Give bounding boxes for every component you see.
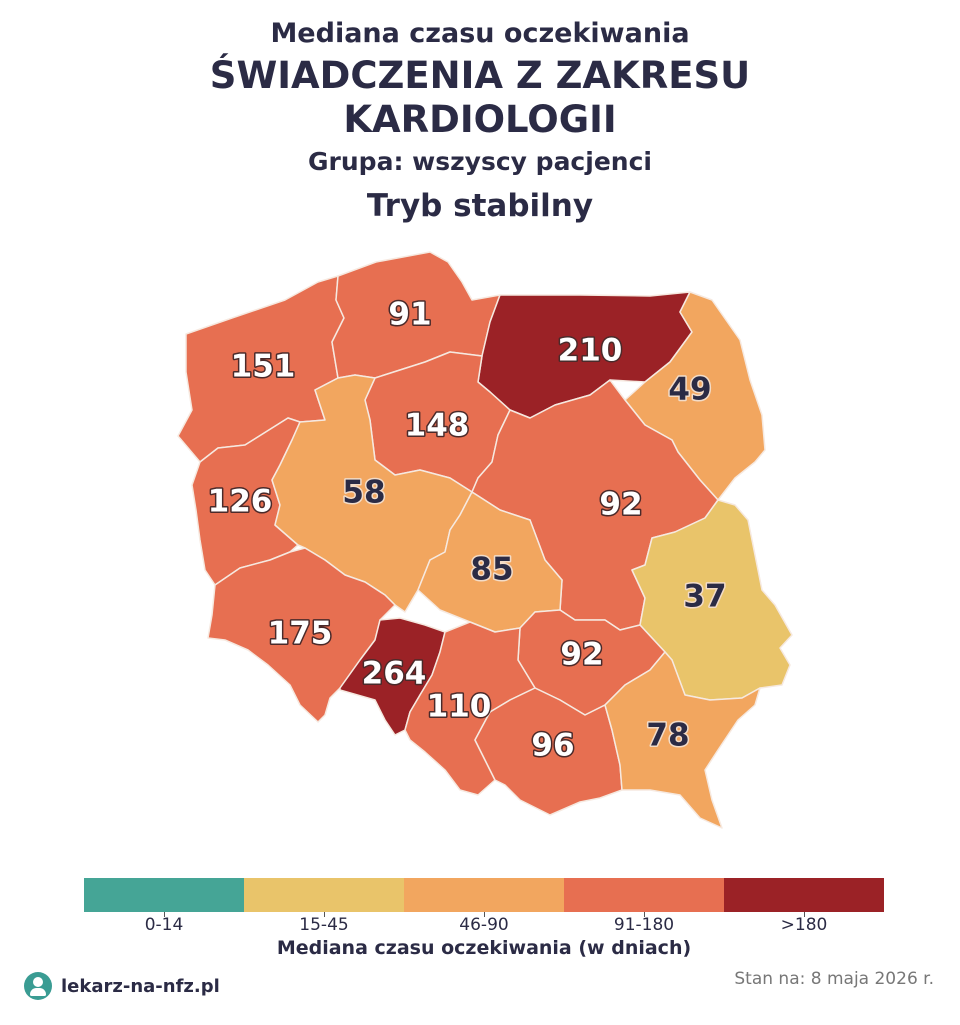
region-malopolskie [474,687,623,816]
legend-swatch-15-45 [244,878,404,917]
legend-labels: 0-14 15-45 46-90 91-180 >180 [84,915,884,935]
region-label-opolskie: 264 [362,656,427,692]
legend-label-gt-180: >180 [780,915,828,935]
region-label-wielkopolskie: 58 [342,475,385,511]
chart-title-line1: Mediana czasu oczekiwania [270,18,690,49]
region-label-swietokrzyskie: 92 [560,637,603,673]
group-subtitle: Grupa: wszyscy pacjenci [308,147,652,176]
legend-label-0-14: 0-14 [144,915,184,935]
date-stamp: Stan na: 8 maja 2026 r. [734,969,934,989]
region-podkarpackie [604,651,761,829]
legend-swatch-91-180 [564,878,724,917]
region-label-lubuskie: 126 [208,484,273,520]
region-label-pomorskie: 91 [388,297,431,333]
legend-label-91-180: 91-180 [613,915,675,935]
logo-text: lekarz-na-nfz.pl [61,975,220,997]
region-labels-layer: 151 91 210 49 148 126 58 92 85 37 175 26… [206,295,728,765]
region-label-lubelskie: 37 [683,579,726,615]
legend-label-15-45: 15-45 [299,915,349,935]
mode-subtitle: Tryb stabilny [366,188,594,224]
chart-title-main: ŚWIADCZENIA Z ZAKRESU KARDIOLOGII [0,54,960,142]
region-label-kujawsko-pomorskie: 148 [405,408,470,444]
legend-colorbar [84,878,884,917]
region-label-lodzkie: 85 [470,552,513,588]
chart-title-line3: KARDIOLOGII [343,98,617,141]
legend-label-46-90: 46-90 [459,915,509,935]
site-logo: lekarz-na-nfz.pl [24,972,220,1000]
region-label-warminsko-mazurskie: 210 [558,333,623,369]
region-label-podkarpackie: 78 [646,718,689,754]
poland-map: 151 91 210 49 148 126 58 92 85 37 175 26… [177,251,793,829]
legend-swatch-46-90 [404,878,564,917]
region-label-zachodniopomorskie: 151 [231,349,296,385]
doctor-icon [24,972,52,1000]
legend-swatch-gt-180 [724,878,884,917]
region-label-dolnoslaskie: 175 [268,616,333,652]
regions-layer [177,251,793,829]
region-label-slaskie: 110 [427,689,492,725]
chart-title-line2: ŚWIADCZENIA Z ZAKRESU [209,54,751,97]
legend-swatch-0-14 [84,878,244,917]
region-slaskie [404,621,536,796]
region-label-podlaskie: 49 [668,372,711,408]
legend-title: Mediana czasu oczekiwania (w dniach) [276,937,692,959]
region-label-mazowieckie: 92 [599,487,642,523]
region-label-malopolskie: 96 [531,728,574,764]
